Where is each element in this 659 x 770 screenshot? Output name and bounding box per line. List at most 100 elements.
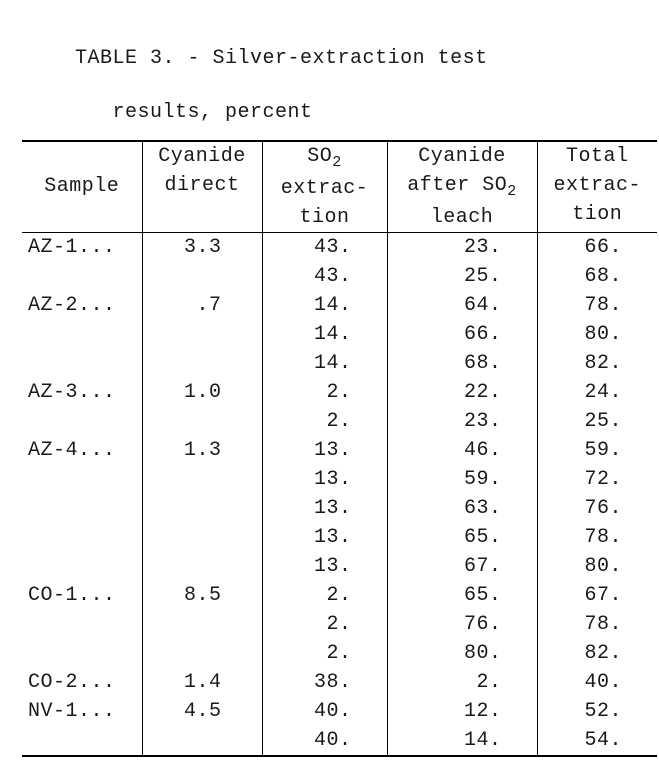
cell-so2-extraction: 14. <box>262 291 387 320</box>
results-table: Sample Cyanide direct SO2 extrac- tion C… <box>22 140 657 757</box>
col-cd-l1: Cyanide <box>158 145 246 168</box>
cell-total-extraction: 72. <box>537 465 657 494</box>
cell-cyanide-direct <box>142 639 262 668</box>
cell-cyanide-after-so2: 64. <box>387 291 537 320</box>
col-tot-l2: extrac- <box>553 174 641 197</box>
cell-total-extraction: 68. <box>537 262 657 291</box>
cell-sample <box>22 523 142 552</box>
cell-so2-extraction: 38. <box>262 668 387 697</box>
col-sample-label: Sample <box>44 175 119 198</box>
col-cy2-l2sub: 2 <box>507 183 517 200</box>
title-line-2: results, percent <box>75 101 313 124</box>
col-sample: Sample <box>22 141 142 232</box>
cell-cyanide-direct <box>142 552 262 581</box>
cell-so2-extraction: 13. <box>262 494 387 523</box>
cell-total-extraction: 82. <box>537 639 657 668</box>
cell-so2-extraction: 2. <box>262 378 387 407</box>
table-row: 13.59.72. <box>22 465 657 494</box>
table-row: 14.68.82. <box>22 349 657 378</box>
col-cy2-l3: leach <box>431 206 494 229</box>
cell-total-extraction: 67. <box>537 581 657 610</box>
cell-total-extraction: 24. <box>537 378 657 407</box>
cell-cyanide-after-so2: 23. <box>387 407 537 436</box>
cell-cyanide-direct: 8.5 <box>142 581 262 610</box>
table-row: CO-1...8.52.65.67. <box>22 581 657 610</box>
table-row: AZ-3...1.02.22.24. <box>22 378 657 407</box>
col-so2-l2: extrac- <box>281 177 369 200</box>
table-row: NV-1...4.540.12.52. <box>22 697 657 726</box>
cell-cyanide-direct <box>142 262 262 291</box>
cell-sample <box>22 349 142 378</box>
col-cy2-l1: Cyanide <box>418 145 506 168</box>
cell-sample <box>22 494 142 523</box>
table-row: AZ-4...1.313.46.59. <box>22 436 657 465</box>
cell-sample <box>22 320 142 349</box>
cell-cyanide-after-so2: 66. <box>387 320 537 349</box>
col-cyanide-after-so2: Cyanide after SO2 leach <box>387 141 537 232</box>
col-so2-extraction: SO2 extrac- tion <box>262 141 387 232</box>
table-row: 14.66.80. <box>22 320 657 349</box>
cell-so2-extraction: 2. <box>262 407 387 436</box>
cell-cyanide-direct <box>142 349 262 378</box>
cell-sample: AZ-3... <box>22 378 142 407</box>
cell-sample: CO-2... <box>22 668 142 697</box>
cell-cyanide-direct <box>142 407 262 436</box>
cell-total-extraction: 78. <box>537 523 657 552</box>
cell-cyanide-direct <box>142 726 262 756</box>
cell-total-extraction: 78. <box>537 610 657 639</box>
cell-so2-extraction: 43. <box>262 262 387 291</box>
cell-sample: NV-1... <box>22 697 142 726</box>
cell-total-extraction: 54. <box>537 726 657 756</box>
cell-cyanide-direct: 3.3 <box>142 232 262 262</box>
cell-total-extraction: 52. <box>537 697 657 726</box>
cell-sample <box>22 610 142 639</box>
cell-cyanide-after-so2: 59. <box>387 465 537 494</box>
cell-cyanide-direct: 1.4 <box>142 668 262 697</box>
table-row: AZ-2....714.64.78. <box>22 291 657 320</box>
cell-sample: AZ-4... <box>22 436 142 465</box>
table-row: 40.14.54. <box>22 726 657 756</box>
cell-sample: CO-1... <box>22 581 142 610</box>
col-tot-l1: Total <box>566 145 629 168</box>
table-row: 13.67.80. <box>22 552 657 581</box>
cell-cyanide-direct <box>142 610 262 639</box>
table-row: 2.80.82. <box>22 639 657 668</box>
cell-total-extraction: 80. <box>537 320 657 349</box>
cell-cyanide-after-so2: 76. <box>387 610 537 639</box>
cell-so2-extraction: 43. <box>262 232 387 262</box>
cell-cyanide-after-so2: 22. <box>387 378 537 407</box>
col-cd-l2: direct <box>164 174 239 197</box>
cell-cyanide-after-so2: 23. <box>387 232 537 262</box>
cell-cyanide-after-so2: 25. <box>387 262 537 291</box>
cell-total-extraction: 40. <box>537 668 657 697</box>
col-so2-l3: tion <box>299 206 349 229</box>
cell-sample: AZ-2... <box>22 291 142 320</box>
col-so2-l1: SO <box>307 145 332 168</box>
cell-so2-extraction: 13. <box>262 552 387 581</box>
cell-cyanide-direct <box>142 523 262 552</box>
cell-total-extraction: 25. <box>537 407 657 436</box>
cell-total-extraction: 78. <box>537 291 657 320</box>
table-row: 13.63.76. <box>22 494 657 523</box>
cell-total-extraction: 82. <box>537 349 657 378</box>
cell-so2-extraction: 2. <box>262 639 387 668</box>
col-tot-l3: tion <box>572 203 622 226</box>
table-row: AZ-1...3.343.23.66. <box>22 232 657 262</box>
table-header-row: Sample Cyanide direct SO2 extrac- tion C… <box>22 141 657 232</box>
table-row: CO-2...1.438.2.40. <box>22 668 657 697</box>
cell-cyanide-after-so2: 2. <box>387 668 537 697</box>
cell-so2-extraction: 2. <box>262 610 387 639</box>
table-row: 2.23.25. <box>22 407 657 436</box>
cell-cyanide-after-so2: 67. <box>387 552 537 581</box>
cell-so2-extraction: 2. <box>262 581 387 610</box>
cell-cyanide-after-so2: 63. <box>387 494 537 523</box>
cell-cyanide-after-so2: 14. <box>387 726 537 756</box>
cell-cyanide-direct <box>142 320 262 349</box>
col-total-extraction: Total extrac- tion <box>537 141 657 232</box>
cell-cyanide-direct: .7 <box>142 291 262 320</box>
cell-total-extraction: 80. <box>537 552 657 581</box>
cell-cyanide-after-so2: 12. <box>387 697 537 726</box>
cell-cyanide-after-so2: 65. <box>387 581 537 610</box>
cell-sample <box>22 639 142 668</box>
table-row: 2.76.78. <box>22 610 657 639</box>
